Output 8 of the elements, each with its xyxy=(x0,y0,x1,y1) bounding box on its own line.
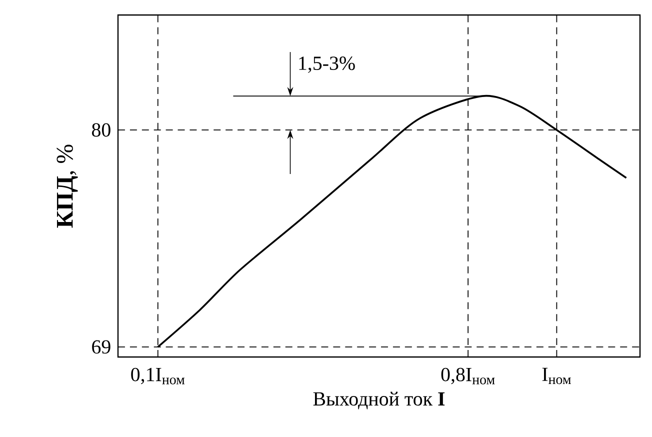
x-tick-label: I$_{ном}$ xyxy=(542,368,571,384)
y-axis-title: КПД, % xyxy=(56,144,78,228)
x-tick-label: 0,1I$_{ном}$ xyxy=(131,368,185,384)
annotation: 1,5-3% xyxy=(299,56,355,73)
y-tick-label: 69 xyxy=(92,340,110,354)
y-tick-label: 80 xyxy=(92,123,110,137)
x-axis-title: Выходной ток I xyxy=(313,392,445,410)
x-tick-label: 0,8I$_{ном}$ xyxy=(441,368,495,384)
